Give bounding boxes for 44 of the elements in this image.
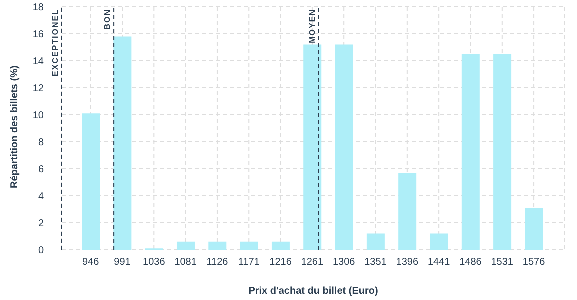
ref-line-label: EXCEPTIONEL [51, 9, 60, 76]
y-tick-label: 14 [32, 56, 44, 68]
x-tick-label: 1306 [332, 257, 356, 268]
bar [494, 54, 512, 250]
x-tick-label: 1531 [491, 257, 514, 268]
y-tick-label: 2 [38, 218, 44, 230]
y-tick-label: 8 [38, 138, 44, 149]
bar [304, 44, 322, 250]
y-axis-title: Répartition des billets (%) [10, 66, 21, 188]
bar [240, 242, 258, 250]
bar [82, 114, 100, 250]
bar [462, 54, 480, 250]
bar [335, 44, 354, 250]
bar [208, 242, 227, 250]
x-tick-label: 1261 [301, 257, 324, 268]
x-tick-label: 1081 [174, 257, 198, 268]
bar [114, 36, 132, 250]
x-tick-label: 1036 [143, 257, 166, 268]
x-tick-label: 946 [82, 257, 100, 268]
y-tick-label: 4 [38, 192, 44, 203]
ref-line-label: MOYEN [308, 9, 317, 44]
x-tick-label: 1171 [238, 257, 260, 268]
bar [430, 234, 448, 250]
ref-line-label: BON [103, 9, 112, 30]
x-tick-label: 1396 [396, 257, 419, 268]
y-tick-label: 10 [32, 110, 44, 122]
x-tick-label: 1351 [364, 257, 388, 268]
y-tick-label: 18 [32, 2, 44, 14]
x-tick-label: 991 [114, 257, 132, 268]
y-tick-label: 0 [38, 246, 44, 257]
y-tick-label: 16 [32, 30, 44, 41]
bar [176, 242, 195, 250]
x-tick-label: 1216 [270, 257, 292, 268]
bar [272, 242, 290, 250]
x-axis-title: Prix d'achat du billet (Euro) [248, 286, 378, 297]
bar [525, 208, 544, 250]
bar [366, 234, 385, 250]
x-tick-label: 1486 [460, 257, 482, 268]
x-tick-label: 1126 [206, 257, 229, 268]
bar [398, 173, 417, 250]
y-tick-label: 6 [38, 164, 44, 176]
x-tick-label: 1441 [428, 257, 451, 268]
y-tick-label: 12 [32, 84, 44, 95]
x-tick-label: 1576 [522, 257, 546, 268]
